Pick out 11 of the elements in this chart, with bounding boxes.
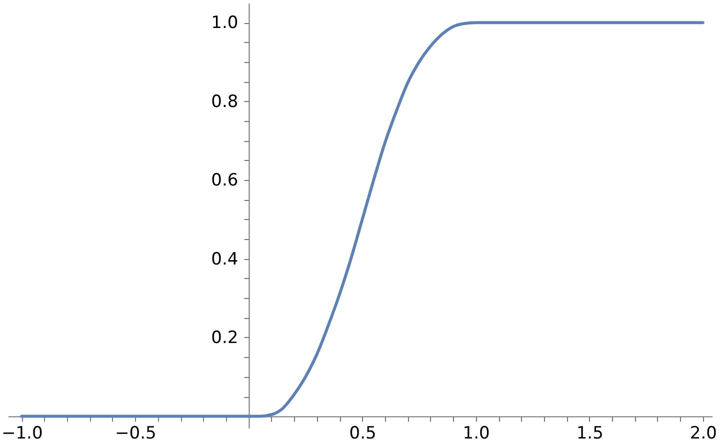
y-tick-label: 0.2 <box>211 328 238 348</box>
y-tick-label: 0.4 <box>211 249 238 270</box>
y-tick-label: 1.0 <box>211 13 238 34</box>
y-tick-label: 0.8 <box>211 92 238 112</box>
x-tick-label: −0.5 <box>115 424 156 444</box>
x-tick-label: 1.0 <box>462 424 490 444</box>
x-tick-label: −1.0 <box>1 424 43 444</box>
x-tick-label: 2.0 <box>690 424 717 444</box>
y-tick-label: 0.6 <box>211 170 238 191</box>
x-tick-label: 0.5 <box>349 424 376 444</box>
x-tick-label: 1.5 <box>576 424 604 444</box>
